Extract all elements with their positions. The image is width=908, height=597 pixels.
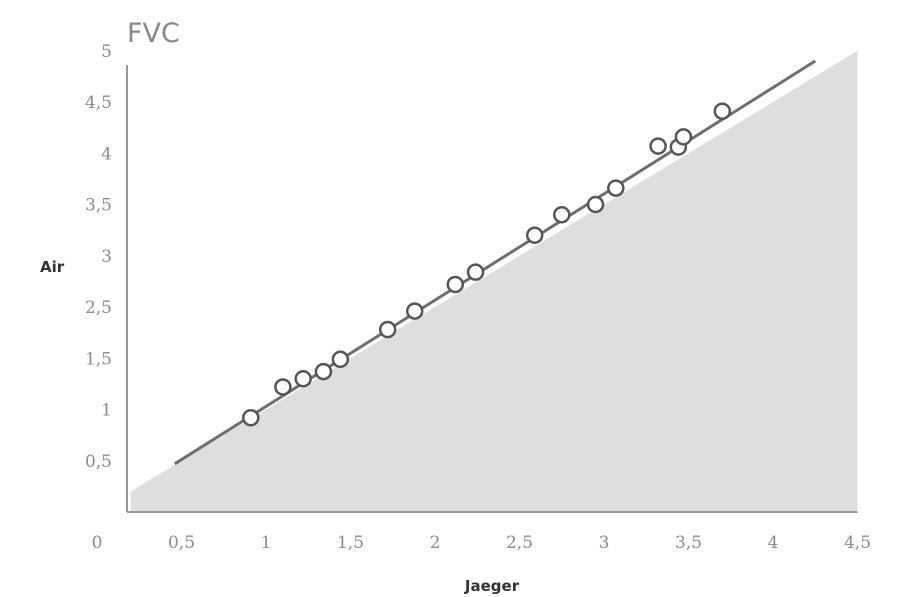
data-point — [243, 410, 258, 425]
y-tick-label: 2,5 — [85, 298, 112, 318]
x-tick-label: 1 — [261, 533, 272, 553]
data-point — [448, 277, 463, 292]
data-point — [468, 265, 483, 280]
x-tick-label: 0 — [92, 533, 103, 553]
data-point — [715, 104, 730, 119]
y-tick-label: 3 — [101, 247, 112, 267]
y-tick-label: 5 — [101, 42, 112, 62]
x-tick-label: 0,5 — [168, 533, 195, 553]
x-tick-label: 4,5 — [844, 533, 871, 553]
data-point — [554, 207, 569, 222]
identity-area — [131, 51, 858, 512]
data-point — [316, 364, 331, 379]
y-tick-label: 1,5 — [85, 349, 112, 369]
x-tick-label: 3,5 — [675, 533, 702, 553]
data-point — [676, 129, 691, 144]
data-point — [296, 371, 311, 386]
chart-title: FVC — [127, 18, 180, 49]
x-tick-labels: 0 0,5 1 1,5 2 2,5 3 3,5 4 4,5 — [92, 533, 871, 553]
data-point — [275, 379, 290, 394]
data-point — [333, 352, 348, 367]
data-point — [527, 228, 542, 243]
x-axis-label: Jaeger — [464, 577, 520, 595]
y-tick-label: 0,5 — [85, 452, 112, 472]
y-tick-label: 4 — [101, 144, 112, 164]
x-tick-label: 1,5 — [337, 533, 364, 553]
data-point — [608, 181, 623, 196]
data-point — [651, 139, 666, 154]
data-point — [380, 322, 395, 337]
y-tick-labels: 0,5 1 1,5 2,5 3 3,5 4 4,5 5 — [85, 42, 112, 472]
x-tick-label: 2 — [430, 533, 441, 553]
y-axis-label: Air — [40, 258, 65, 276]
x-tick-label: 2,5 — [506, 533, 533, 553]
data-point — [407, 304, 422, 319]
x-tick-label: 4 — [768, 533, 779, 553]
y-tick-label: 4,5 — [85, 93, 112, 113]
y-tick-label: 3,5 — [85, 196, 112, 216]
x-tick-label: 3 — [599, 533, 610, 553]
data-point — [588, 197, 603, 212]
y-tick-label: 1 — [101, 401, 112, 421]
